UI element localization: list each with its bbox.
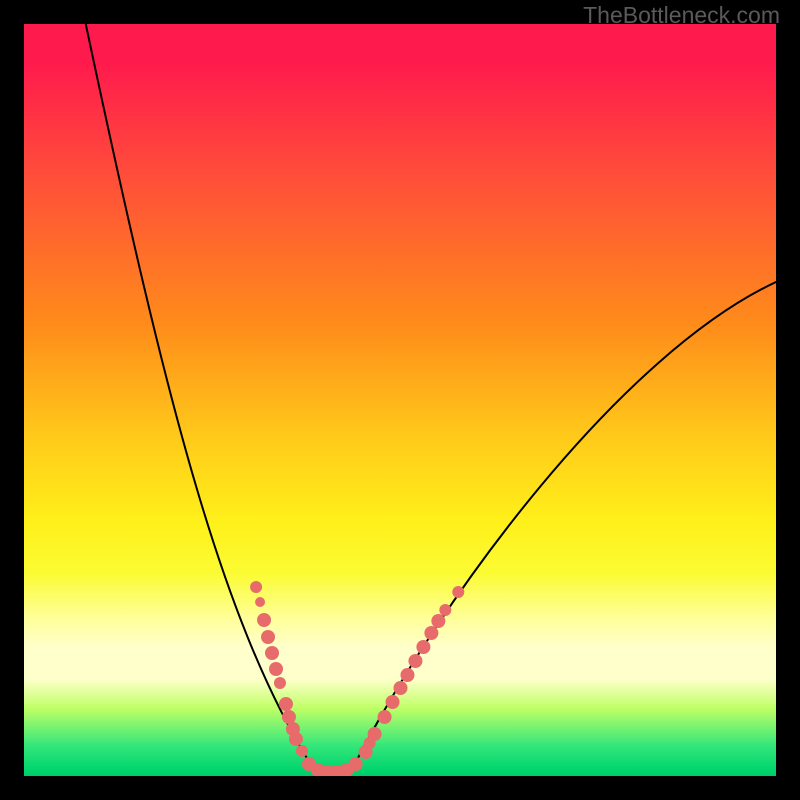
data-marker [378,710,392,724]
bottleneck-chart [0,0,800,800]
data-marker [393,681,407,695]
data-marker [416,640,430,654]
data-marker [439,604,451,616]
data-marker [452,586,464,598]
data-marker [282,710,296,724]
data-marker [274,677,286,689]
data-marker [408,654,422,668]
data-marker [349,757,363,771]
data-marker [386,695,400,709]
data-marker [424,626,438,640]
data-marker [368,727,382,741]
data-marker [431,614,445,628]
data-marker [400,668,414,682]
data-marker [279,697,293,711]
data-marker [289,732,303,746]
data-marker [265,646,279,660]
watermark-text: TheBottleneck.com [583,2,780,29]
plot-background-gradient [24,24,776,776]
data-marker [296,745,308,757]
data-marker [250,581,262,593]
data-marker [257,613,271,627]
data-marker [261,630,275,644]
data-marker [255,597,265,607]
data-marker [269,662,283,676]
